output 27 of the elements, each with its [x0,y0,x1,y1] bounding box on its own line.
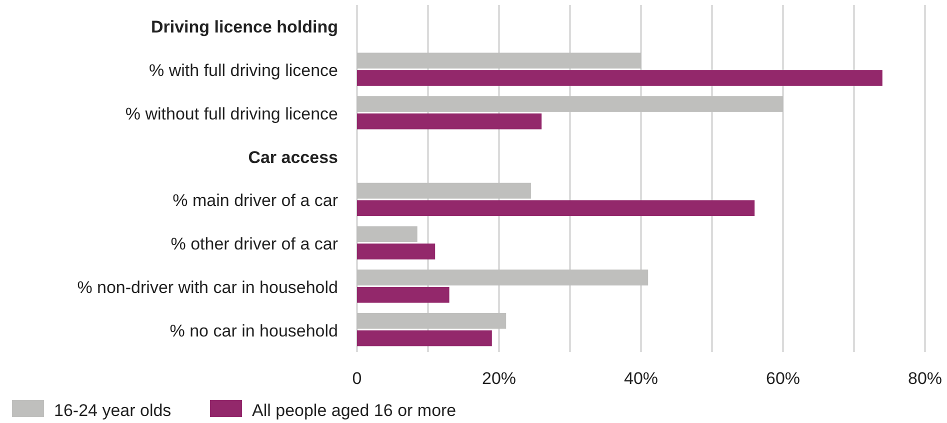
y-tick-label: % main driver of a car [172,191,338,210]
bar [357,70,882,86]
y-tick-label: % non-driver with car in household [77,278,338,297]
y-tick-label: Driving licence holding [150,18,338,37]
bar [357,244,436,260]
x-tick-label: 80% [908,369,942,388]
y-tick-label: % no car in household [170,321,338,340]
bar [357,96,783,112]
x-tick-label: 40% [624,369,658,388]
bar [357,52,641,69]
y-tick-label: % other driver of a car [170,234,338,254]
y-tick-label: % without full driving licence [125,104,338,124]
bar [357,113,542,130]
y-tick-label: % with full driving licence [149,61,338,80]
x-tick-label: 0 [352,369,362,388]
bar [357,330,492,346]
bar [357,312,506,329]
y-tick-label: Car access [248,148,338,167]
bar [357,226,418,242]
x-tick-label: 20% [482,369,516,388]
bar [357,286,450,303]
legend-label: 16-24 year olds [54,400,172,420]
legend-label: All people aged 16 or more [252,400,456,420]
x-tick-label: 60% [766,369,800,388]
bar [357,182,531,199]
bar [357,270,648,286]
bar [357,200,755,216]
